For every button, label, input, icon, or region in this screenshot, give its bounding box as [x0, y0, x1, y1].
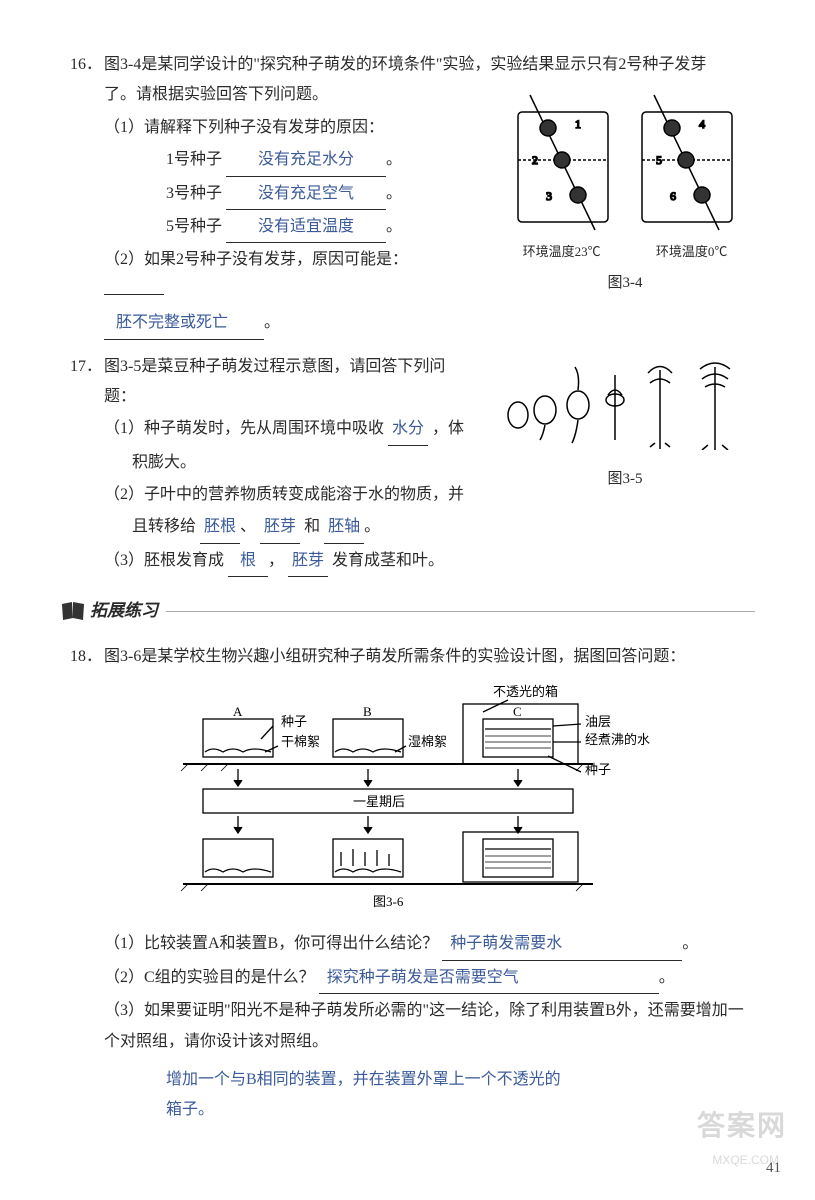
beaker-diagram-icon: 1 2 3 4 5 6 — [500, 90, 750, 240]
q16-sub2-answer-line: 胚不完整或死亡。 — [104, 308, 450, 339]
seed3-label: 3号种子 — [166, 185, 222, 202]
seed5-label: 5号种子 — [166, 218, 222, 235]
q17-sub1-ans: 水分 — [388, 414, 428, 445]
svg-text:不透光的箱: 不透光的箱 — [493, 684, 558, 699]
svg-text:3: 3 — [546, 189, 552, 203]
seed5-answer: 没有适宜温度 — [226, 212, 386, 243]
q18-sub3: （3）如果要证明"阳光不是种子萌发所必需的"这一结论，除了利用装置B外，还需要增… — [104, 996, 755, 1057]
section-title: 拓展练习 — [90, 595, 158, 627]
q17-sub2-ans1: 胚根 — [200, 512, 240, 543]
section-header: 拓展练习 — [60, 595, 755, 627]
q16-sub1: （1）请解释下列种子没有发芽的原因： — [104, 113, 450, 143]
q17-sub3-ans2: 胚芽 — [288, 546, 328, 577]
experiment-diagram-icon: 不透光的箱 A 种子 干棉絮 B 湿棉絮 C 油层 经煮沸的水 种子 — [153, 684, 673, 914]
q17-sub2b: 且转移给 — [132, 518, 196, 535]
q16-seed3: 3号种子 没有充足空气。 — [104, 179, 450, 210]
svg-text:一星期后: 一星期后 — [353, 794, 405, 809]
q17-sub1b: ，体 — [432, 420, 464, 437]
q18-sub3-ans-l2: 箱子。 — [104, 1095, 664, 1125]
q16-seed1: 1号种子 没有充足水分。 — [104, 145, 450, 176]
q17-sub3b: 发育成茎和叶。 — [332, 552, 444, 569]
seed1-label: 1号种子 — [166, 151, 222, 168]
fig34-temp1: 环境温度23℃ — [523, 240, 601, 265]
q16-sub2-text: （2）如果2号种子没有发芽，原因可能是： — [104, 251, 408, 268]
q17-sub2a: （2）子叶中的营养物质转变成能溶于水的物质，并 — [104, 480, 470, 510]
fig34-caption: 图3-4 — [495, 269, 755, 298]
svg-text:4: 4 — [699, 117, 705, 131]
q16-sub2: （2）如果2号种子没有发芽，原因可能是： — [104, 245, 450, 306]
svg-text:种子: 种子 — [281, 714, 307, 729]
figure-3-4: 1 2 3 4 5 6 环境温度23℃ 环境温度0℃ 图3-4 — [495, 90, 755, 297]
seed3-answer: 没有充足空气 — [226, 179, 386, 210]
q16-text-line1: 图3-4是某同学设计的"探究种子萌发的环境条件"实验，实验结果显示只有2号种子发… — [104, 50, 755, 80]
svg-text:6: 6 — [670, 189, 676, 203]
watermark: 答案网 — [697, 1099, 787, 1152]
germination-diagram-icon — [500, 355, 750, 450]
svg-text:B: B — [363, 704, 372, 719]
seed1-answer: 没有充足水分 — [226, 145, 386, 176]
svg-text:干棉絮: 干棉絮 — [281, 734, 320, 749]
q18-sub1: （1）比较装置A和装置B，你可得出什么结论？ 种子萌发需要水。 — [104, 929, 755, 960]
q18-sub3-ans-l1: 增加一个与B相同的装置，并在装置外罩上一个不透光的 — [104, 1065, 664, 1095]
q17-sub2-ans2: 胚芽 — [260, 512, 300, 543]
svg-text:5: 5 — [656, 153, 662, 167]
fig34-temp2: 环境温度0℃ — [656, 240, 728, 265]
q18-text: 图3-6是某学校生物兴趣小组研究种子萌发所需条件的实验设计图，据图回答问题： — [104, 642, 755, 672]
q17-sub1a: （1）种子萌发时，先从周围环境中吸收 — [104, 420, 384, 437]
q18-sub1-ans: 种子萌发需要水 — [442, 929, 682, 960]
section-divider — [166, 611, 755, 613]
question-18: 18． 图3-6是某学校生物兴趣小组研究种子萌发所需条件的实验设计图，据图回答问… — [70, 642, 755, 1126]
q17-sub2-ans3: 胚轴 — [324, 512, 364, 543]
q17-sub1c: 积膨大。 — [104, 448, 470, 478]
svg-text:2: 2 — [532, 153, 538, 167]
q17-sub2-line2: 且转移给 胚根、 胚芽 和 胚轴。 — [104, 512, 470, 543]
q16-seed5: 5号种子 没有适宜温度。 — [104, 212, 450, 243]
q17-sub3a: （3）胚根发育成 — [104, 552, 224, 569]
page-number: 41 — [766, 1154, 781, 1183]
svg-text:1: 1 — [575, 117, 581, 131]
svg-text:湿棉絮: 湿棉絮 — [408, 734, 447, 749]
figure-3-5: 图3-5 — [495, 355, 755, 494]
svg-text:图3-6: 图3-6 — [373, 894, 404, 909]
q17-text-line2: 题： — [70, 382, 470, 412]
q18-sub1-text: （1）比较装置A和装置B，你可得出什么结论？ — [104, 935, 438, 952]
svg-text:C: C — [513, 704, 522, 719]
figure-3-6: 不透光的箱 A 种子 干棉絮 B 湿棉絮 C 油层 经煮沸的水 种子 — [70, 684, 755, 925]
svg-text:A: A — [233, 704, 243, 719]
q16-number: 16． — [70, 50, 104, 80]
svg-text:油层: 油层 — [585, 714, 611, 729]
q17-sub3: （3）胚根发育成 根， 胚芽 发育成茎和叶。 — [104, 546, 470, 577]
q17-number: 17． — [70, 352, 104, 382]
q18-sub2-ans: 探究种子萌发是否需要空气 — [319, 963, 659, 994]
q17-sub3-ans1: 根 — [228, 546, 268, 577]
book-icon — [60, 600, 86, 622]
q17-sub1: （1）种子萌发时，先从周围环境中吸收 水分 ，体 — [104, 414, 470, 445]
q16-sub2-answer: 胚不完整或死亡 — [104, 308, 264, 339]
fig35-caption: 图3-5 — [495, 465, 755, 494]
svg-text:经煮沸的水: 经煮沸的水 — [585, 732, 650, 747]
q18-sub2-text: （2）C组的实验目的是什么？ — [104, 969, 315, 986]
q18-number: 18． — [70, 642, 104, 672]
q18-sub2: （2）C组的实验目的是什么？ 探究种子萌发是否需要空气。 — [104, 963, 755, 994]
